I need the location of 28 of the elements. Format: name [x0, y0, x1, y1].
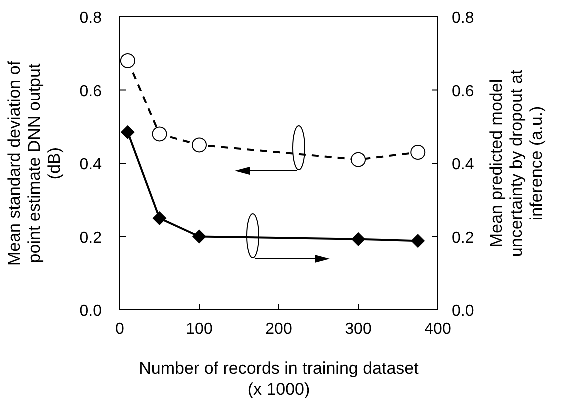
y-axis-title: Mean standard deviation of point estimate DNN output (dB): [5, 60, 64, 266]
point: [120, 53, 136, 68]
x-axis-title: Number of records in training dataset (x 1000): [139, 359, 420, 399]
y2-tick-label: 0.2: [452, 230, 474, 247]
y-tick-label: 0.8: [80, 10, 102, 27]
x-tick-label: 200: [266, 321, 292, 338]
point: [352, 232, 366, 246]
x-tick-label: 0: [116, 321, 125, 338]
y2-tick-label: 0.4: [452, 156, 474, 174]
y-tick-label: 0.2: [80, 230, 102, 247]
point: [192, 230, 206, 244]
y-tick-label: 0.0: [80, 303, 102, 320]
point: [192, 138, 207, 153]
point: [152, 126, 168, 142]
y-tick-label: 0.4: [80, 156, 102, 174]
x-tick-label: 100: [186, 321, 213, 338]
point: [152, 211, 167, 226]
y-tick-label: 0.6: [80, 83, 102, 100]
y2-tick-label: 0.8: [452, 10, 474, 27]
y2-tick-label: 0.0: [452, 303, 474, 320]
y2-tick-label: 0.6: [452, 83, 474, 100]
point: [351, 152, 366, 168]
point: [120, 125, 135, 140]
y2-axis-title: Mean predicted model uncertainty by dropout at inference (a.u.): [487, 70, 546, 258]
x-tick-label: 300: [345, 321, 372, 338]
point: [411, 234, 426, 248]
point: [410, 145, 426, 160]
x-tick-label: 400: [424, 321, 452, 338]
